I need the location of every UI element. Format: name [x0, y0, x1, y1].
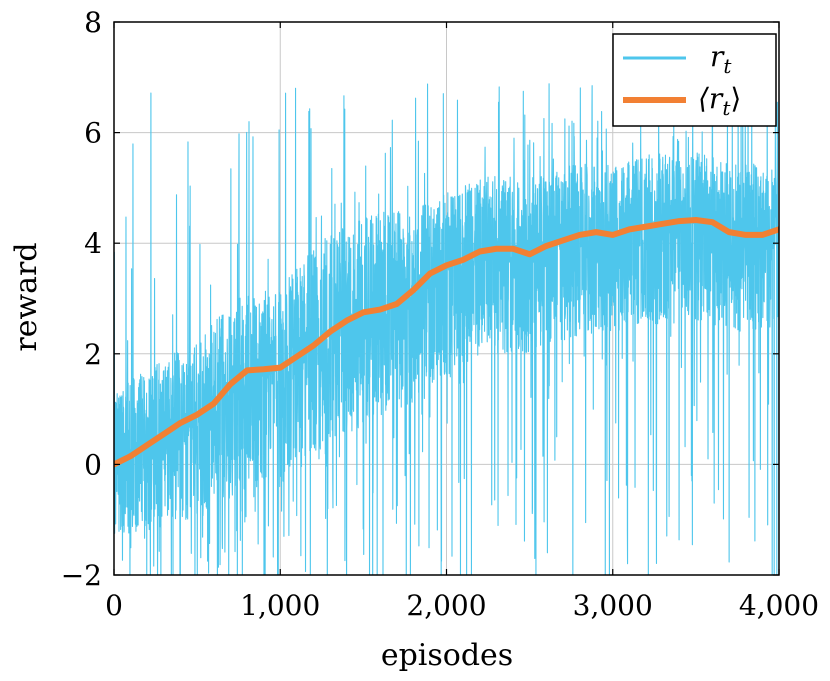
- raw-reward-line: [114, 83, 779, 575]
- y-tick-label: 4: [84, 227, 102, 260]
- x-axis-title: episodes: [381, 638, 513, 673]
- legend-box: [612, 33, 777, 127]
- axes: [113, 21, 780, 576]
- raw-reward-series: [114, 83, 779, 575]
- y-axis-title: reward: [9, 242, 44, 351]
- x-tick-label: 3,000: [573, 589, 653, 622]
- x-tick-label: 1,000: [240, 589, 320, 622]
- y-tick-label: 6: [84, 117, 102, 150]
- y-tick-label: 0: [84, 448, 102, 481]
- y-tick-label: 2: [84, 338, 102, 371]
- legend: rt ⟨rt⟩: [612, 33, 777, 127]
- x-tick-label: 4,000: [739, 589, 819, 622]
- x-tick-label: 2,000: [406, 589, 486, 622]
- x-tick-label: 0: [105, 589, 123, 622]
- moving-average-line: [114, 216, 779, 468]
- y-tick-label: 8: [84, 6, 102, 39]
- moving-average-series: [114, 216, 779, 468]
- legend-label-mean: ⟨rt⟩: [698, 82, 741, 120]
- legend-label-raw: rt: [710, 40, 732, 78]
- y-tick-label: −2: [61, 559, 102, 592]
